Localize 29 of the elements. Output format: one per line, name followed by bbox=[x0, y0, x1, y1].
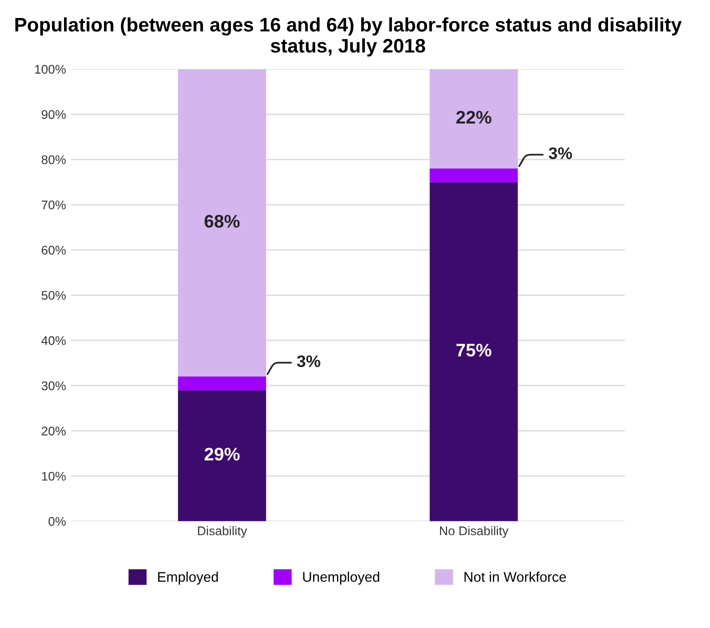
data-label: 22% bbox=[456, 110, 492, 124]
x-tick-label: Disability bbox=[198, 526, 248, 538]
data-label: 75% bbox=[456, 344, 492, 357]
y-tick-label: 40% bbox=[41, 336, 66, 346]
data-label: 68% bbox=[204, 214, 240, 228]
y-tick-label: 0% bbox=[48, 517, 66, 526]
y-tick-label: 100% bbox=[35, 64, 66, 74]
y-tick-label: 80% bbox=[42, 155, 66, 164]
y-tick-label: 20% bbox=[42, 426, 66, 436]
legend-label: Employed bbox=[158, 572, 218, 585]
y-tick-label: 50% bbox=[42, 290, 66, 300]
y-tick-label: 60% bbox=[42, 246, 66, 255]
y-tick-label: 90% bbox=[42, 110, 66, 119]
data-label: 3% bbox=[548, 147, 572, 160]
bar bbox=[430, 182, 518, 522]
chart-title: Population (between ages 16 and 64) by labor-force status and disability status, July 2018 bbox=[15, 17, 682, 56]
legend-label: Not in Workforce bbox=[464, 572, 566, 582]
x-tick-label: No Disability bbox=[440, 526, 508, 538]
legend-label: Unemployed bbox=[303, 572, 380, 585]
data-label: 29% bbox=[204, 448, 240, 461]
data-label: 3% bbox=[297, 355, 320, 368]
bar bbox=[430, 69, 518, 169]
bar bbox=[178, 69, 266, 377]
y-tick-label: 30% bbox=[42, 381, 66, 390]
bar bbox=[430, 168, 518, 182]
y-tick-label: 70% bbox=[42, 200, 66, 210]
bar bbox=[178, 376, 266, 390]
bar bbox=[178, 390, 266, 522]
y-tick-label: 10% bbox=[42, 472, 66, 481]
